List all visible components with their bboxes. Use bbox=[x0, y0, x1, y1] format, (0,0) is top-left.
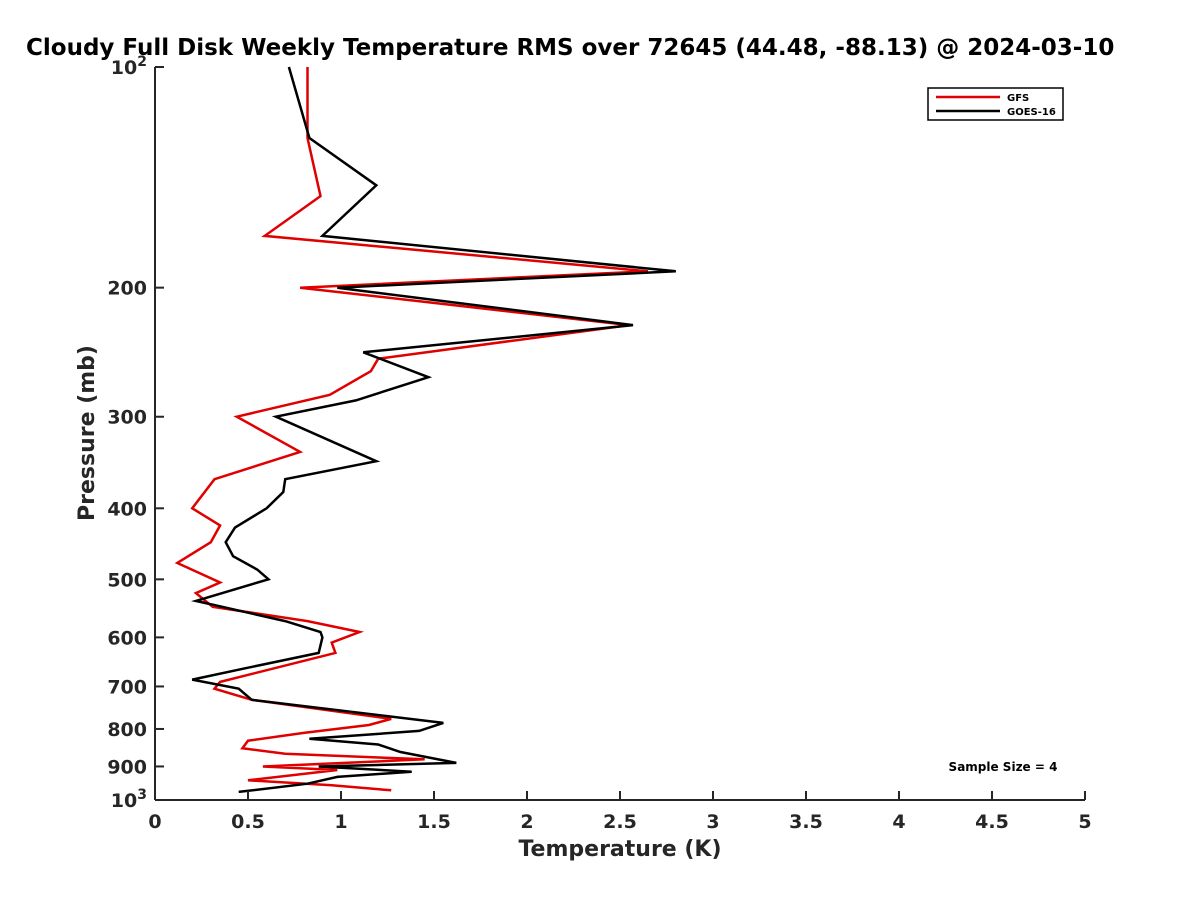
y-tick-label: 102 bbox=[111, 54, 147, 79]
y-tick-label: 900 bbox=[107, 756, 147, 778]
legend: GFS GOES-16 bbox=[927, 87, 1064, 121]
y-tick-label: 400 bbox=[107, 498, 147, 520]
y-tick-label: 800 bbox=[107, 719, 147, 741]
x-axis-label: Temperature (K) bbox=[518, 837, 721, 862]
x-tick-label: 4.5 bbox=[975, 811, 1009, 833]
x-tick-label: 1 bbox=[334, 811, 347, 833]
legend-label-gfs: GFS bbox=[1007, 93, 1029, 104]
legend-box bbox=[927, 87, 1064, 121]
axes bbox=[154, 67, 1085, 801]
y-ticks: 102 200 300 400 500 600 700 800 900 103 bbox=[107, 54, 164, 812]
y-tick-label: 500 bbox=[107, 569, 147, 591]
y-tick-label: 600 bbox=[107, 627, 147, 649]
legend-label-goes16: GOES-16 bbox=[1007, 107, 1056, 118]
x-tick-label: 3.5 bbox=[789, 811, 823, 833]
y-tick-label: 103 bbox=[111, 787, 147, 812]
y-tick-label: 300 bbox=[107, 407, 147, 429]
x-tick-label: 0.5 bbox=[231, 811, 265, 833]
x-tick-label: 2 bbox=[520, 811, 533, 833]
x-tick-label: 2.5 bbox=[603, 811, 637, 833]
sample-size-annotation: Sample Size = 4 bbox=[949, 760, 1058, 774]
series-line-goes16 bbox=[190, 66, 676, 794]
series-layer bbox=[174, 66, 676, 794]
series-line-gfs bbox=[174, 67, 649, 792]
x-tick-label: 3 bbox=[706, 811, 719, 833]
y-tick-label: 200 bbox=[107, 278, 147, 300]
y-tick-label: 700 bbox=[107, 676, 147, 698]
x-ticks: 0 0.5 1 1.5 2 2.5 3 3.5 4 4.5 5 bbox=[148, 791, 1092, 833]
chart-title: Cloudy Full Disk Weekly Temperature RMS … bbox=[26, 35, 1114, 61]
x-tick-label: 5 bbox=[1078, 811, 1091, 833]
x-tick-label: 4 bbox=[892, 811, 905, 833]
x-tick-label: 1.5 bbox=[417, 811, 451, 833]
y-axis-label: Pressure (mb) bbox=[75, 345, 100, 521]
x-tick-label: 0 bbox=[148, 811, 161, 833]
